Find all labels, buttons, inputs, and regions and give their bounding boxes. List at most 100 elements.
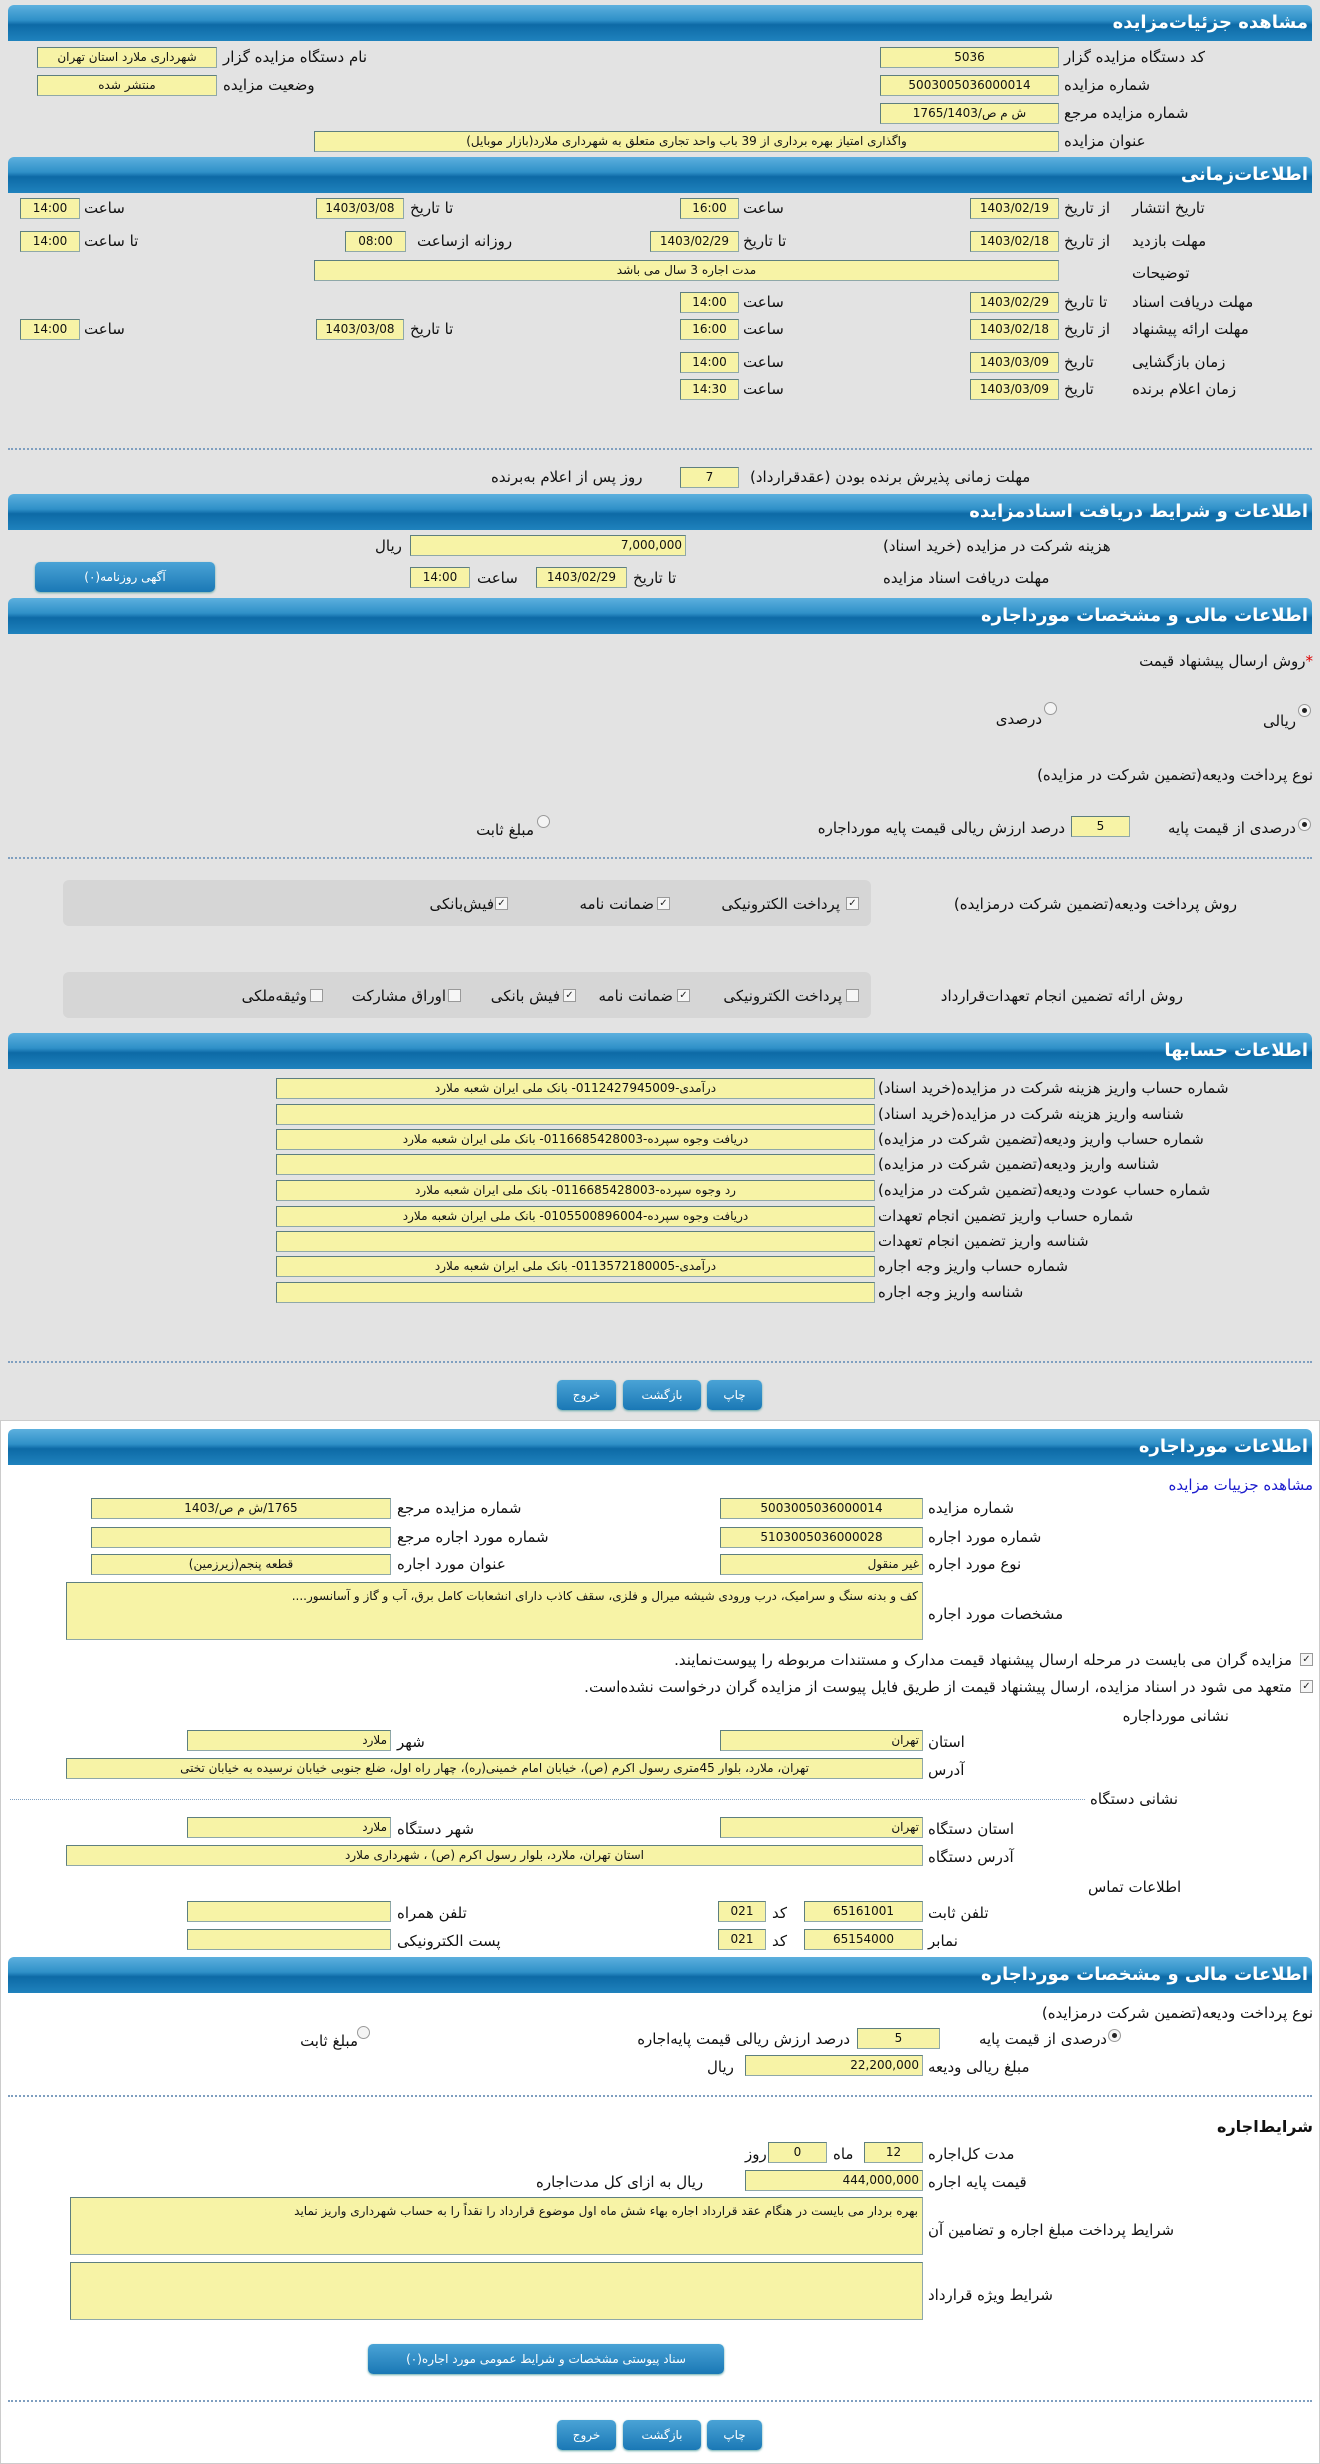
account-field[interactable] (276, 1104, 875, 1125)
docs-deadline-time[interactable]: 14:00 (410, 567, 470, 588)
offer-from-time[interactable]: 16:00 (680, 319, 739, 340)
guarantee-box (63, 972, 871, 1018)
lease-title-field[interactable]: قطعه پنجم(زیرزمین) (91, 1554, 391, 1575)
print-button[interactable]: چاپ (707, 1380, 762, 1410)
back-button[interactable]: بازگشت (623, 1380, 701, 1410)
months-field[interactable]: 12 (864, 2142, 923, 2163)
percent-field[interactable]: 5 (1071, 816, 1130, 837)
docs-to-date[interactable]: 1403/02/29 (970, 292, 1059, 313)
fixed-amount-radio[interactable] (537, 815, 550, 828)
lease-item-number-field[interactable]: 5103005036000028 (720, 1527, 923, 1548)
back-button[interactable]: بازگشت (623, 2420, 701, 2450)
reference-number-field[interactable]: ش م ص/1765/1403 (880, 103, 1059, 124)
attached-docs-button[interactable]: سناد پیوستی مشخصات و شرایط عمومی مورد اج… (368, 2344, 724, 2374)
reference-number-field[interactable]: 1765/ش م ص/1403 (91, 1498, 391, 1519)
mobile-field[interactable] (187, 1901, 391, 1922)
accounts-header: اطلاعات حسابها (8, 1033, 1312, 1069)
lease-type-field[interactable]: غیر منقول (720, 1554, 923, 1575)
account-field[interactable]: درآمدی-0112427945009- بانک ملی ایران شعب… (276, 1078, 875, 1099)
notes-field[interactable]: مدت اجاره 3 سال می باشد (314, 260, 1059, 281)
checkbox-guarantee[interactable]: ✓ (657, 897, 670, 910)
newspaper-ad-button[interactable]: آگهی روزنامه(۰) (35, 562, 215, 592)
auction-number-field[interactable]: 5003005036000014 (880, 75, 1059, 96)
checkbox-electronic[interactable] (846, 989, 859, 1002)
percent-of-base-radio[interactable] (1108, 2029, 1121, 2042)
acceptance-days-field[interactable]: 7 (680, 467, 739, 488)
email-field[interactable] (187, 1929, 391, 1950)
mobile-label: تلفن همراه (397, 1904, 467, 1922)
opening-date[interactable]: 1403/03/09 (970, 352, 1059, 373)
publish-from-date[interactable]: 1403/02/19 (970, 198, 1059, 219)
phone-code-field[interactable]: 021 (718, 1901, 766, 1922)
view-auction-details-link[interactable]: مشاهده جزییات مزایده (1168, 1476, 1314, 1494)
phone-field[interactable]: 65161001 (804, 1901, 923, 1922)
address-field[interactable]: تهران، ملارد، بلوار 45متری رسول اکرم (ص)… (66, 1758, 923, 1779)
checkbox-guarantee[interactable]: ✓ (677, 989, 690, 1002)
org-name-label: نام دستگاه مزایده گزار (223, 48, 368, 66)
lease-item-ref-field[interactable] (91, 1527, 391, 1548)
fax-field[interactable]: 65154000 (804, 1929, 923, 1950)
payment-terms-textarea[interactable]: بهره بردار می بایست در هنگام عقد قرارداد… (70, 2197, 923, 2255)
auction-number-field[interactable]: 5003005036000014 (720, 1498, 923, 1519)
days-field[interactable]: 0 (768, 2142, 827, 2163)
publish-from-time[interactable]: 16:00 (680, 198, 739, 219)
account-field[interactable]: دریافت وجوه سپرده-0105500896004- بانک مل… (276, 1206, 875, 1227)
publish-to-date[interactable]: 1403/03/08 (316, 198, 404, 219)
account-field[interactable] (276, 1154, 875, 1175)
account-field[interactable] (276, 1282, 875, 1303)
province-field[interactable]: تهران (720, 1730, 923, 1751)
checkbox-bonds[interactable] (448, 989, 461, 1002)
print-button[interactable]: چاپ (707, 2420, 762, 2450)
exit-button[interactable]: خروج (557, 1380, 616, 1410)
offer-to-date[interactable]: 1403/03/08 (316, 319, 404, 340)
timing-header: اطلاعات‌زمانی (8, 157, 1312, 193)
percent-field[interactable]: 5 (857, 2028, 940, 2049)
visit-to-time[interactable]: 14:00 (20, 231, 80, 252)
visit-to-date[interactable]: 1403/02/29 (650, 231, 739, 252)
account-field[interactable]: رد وجوه سپرده-0116685428003- بانک ملی ای… (276, 1180, 875, 1201)
visit-daily-from-time[interactable]: 08:00 (345, 231, 406, 252)
offer-from-date[interactable]: 1403/02/18 (970, 319, 1059, 340)
account-field[interactable]: دریافت وجوه سپرده-0116685428003- بانک مل… (276, 1129, 875, 1150)
base-price-field[interactable]: 444,000,000 (745, 2170, 923, 2191)
rial-radio[interactable] (1298, 704, 1311, 717)
account-field[interactable] (276, 1231, 875, 1252)
winner-date[interactable]: 1403/03/09 (970, 379, 1059, 400)
checkbox-property-collateral[interactable] (310, 989, 323, 1002)
special-terms-textarea[interactable] (70, 2262, 923, 2320)
visit-from-date[interactable]: 1403/02/18 (970, 231, 1059, 252)
publish-to-time[interactable]: 14:00 (20, 198, 80, 219)
docs-time[interactable]: 14:00 (680, 292, 739, 313)
fixed-amount-radio[interactable] (357, 2026, 370, 2039)
participation-fee-label: هزینه شرکت در مزایده (خرید اسناد) (883, 537, 1111, 555)
city-field[interactable]: ملارد (187, 1730, 391, 1751)
checkbox-bank-slip[interactable]: ✓ (495, 897, 508, 910)
checkbox-bank-slip[interactable]: ✓ (563, 989, 576, 1002)
offer-to-time[interactable]: 14:00 (20, 319, 80, 340)
checkbox-electronic[interactable]: ✓ (846, 897, 859, 910)
org-address-field[interactable]: استان تهران، ملارد، بلوار رسول اکرم (ص) … (66, 1845, 923, 1866)
attach-docs-checkbox[interactable]: ✓ (1300, 1653, 1313, 1666)
province-label: استان (928, 1733, 965, 1751)
docs-deadline-date[interactable]: 1403/02/29 (536, 567, 627, 588)
auction-status-field[interactable]: منتشر شده (37, 75, 217, 96)
lease-spec-textarea[interactable]: کف و بدنه سنگ و سرامیک، درب ورودی شیشه م… (66, 1582, 923, 1640)
exit-button[interactable]: خروج (557, 2420, 616, 2450)
participation-fee-field[interactable]: 7,000,000 (410, 535, 686, 556)
deposit-amount-field[interactable]: 22,200,000 (745, 2055, 923, 2076)
org-code-field[interactable]: 5036 (880, 47, 1059, 68)
org-name-field[interactable]: شهرداری ملارد استان تهران (37, 47, 217, 68)
opening-time[interactable]: 14:00 (680, 352, 739, 373)
org-province-field[interactable]: تهران (720, 1817, 923, 1838)
no-attachment-checkbox[interactable]: ✓ (1300, 1680, 1313, 1693)
org-city-field[interactable]: ملارد (187, 1817, 391, 1838)
percent-of-base-radio[interactable] (1298, 818, 1311, 831)
auction-subject-field[interactable]: واگذاری امتیاز بهره برداری از 39 باب واح… (314, 131, 1059, 152)
to-hour-label: تا ساعت (84, 232, 139, 250)
lease-title-label: عنوان مورد اجاره (397, 1555, 506, 1573)
visit-deadline-label: مهلت بازدید (1132, 232, 1207, 250)
percent-radio[interactable] (1044, 702, 1057, 715)
winner-time[interactable]: 14:30 (680, 379, 739, 400)
account-field[interactable]: درآمدی-0113572180005- بانک ملی ایران شعب… (276, 1256, 875, 1277)
fax-code-field[interactable]: 021 (718, 1929, 766, 1950)
